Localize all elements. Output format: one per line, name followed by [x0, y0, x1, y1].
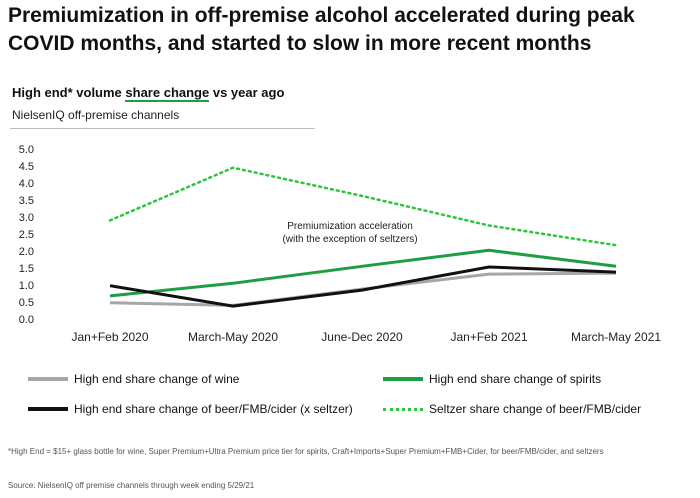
x-axis: Jan+Feb 2020 March-May 2020 June-Dec 2020 J…: [71, 330, 661, 344]
y-tick-label: 2.0: [19, 246, 34, 258]
chart-title: Premiumization in off-premise alcohol ac…: [8, 4, 635, 55]
x-tick-label: March-May 2020: [188, 330, 278, 344]
annotation-line-2: (with the exception of seltzers): [282, 234, 418, 245]
source-note: Source: NielsenIQ off premise channels t…: [8, 481, 255, 490]
legend-item-wine: High end share change of wine: [28, 372, 239, 386]
subtitle-prefix: High end* volume: [12, 85, 126, 100]
legend-swatch-spirits: [383, 377, 423, 381]
y-tick-label: 1.5: [19, 263, 34, 275]
y-tick-label: 0.5: [19, 297, 34, 309]
x-tick-label: June-Dec 2020: [321, 330, 403, 344]
x-tick-label: March-May 2021: [571, 330, 661, 344]
subtitle-highlight: share change: [125, 85, 210, 102]
y-tick-label: 2.5: [19, 229, 34, 241]
x-tick-label: Jan+Feb 2021: [450, 330, 527, 344]
line-chart: 0.0 0.5 1.0 1.5 2.0 2.5 3.0 3.5 4.0 4.5 5.0 Jan+Fe…: [19, 144, 662, 344]
chart-source-channel: NielsenIQ off-premise channels: [12, 108, 180, 122]
x-tick-label: Jan+Feb 2020: [71, 330, 148, 344]
legend-swatch-beer: [28, 407, 68, 411]
legend-swatch-seltzer: [383, 407, 423, 411]
chart-subtitle: High end* volume share change vs year ag…: [12, 85, 285, 102]
series-line-1: [109, 248, 617, 298]
y-axis: 0.0 0.5 1.0 1.5 2.0 2.5 3.0 3.5 4.0 4.5 5.0: [19, 144, 34, 326]
y-tick-label: 3.5: [19, 195, 34, 207]
y-tick-label: 1.0: [19, 280, 34, 292]
legend-label-seltzer: Seltzer share change of beer/FMB/cider: [429, 402, 642, 416]
y-tick-label: 5.0: [19, 144, 34, 156]
chart-annotation: Premiumization acceleration (with the ex…: [265, 220, 435, 246]
annotation-line-1: Premiumization acceleration: [287, 221, 413, 232]
series-line-3: [108, 166, 618, 247]
legend-label-wine: High end share change of wine: [74, 372, 240, 386]
series-line-2: [109, 265, 617, 308]
legend-item-beer: High end share change of beer/FMB/cider …: [28, 402, 353, 416]
legend-label-spirits: High end share change of spirits: [429, 372, 602, 386]
y-tick-label: 4.5: [19, 161, 34, 173]
subtitle-suffix: vs year ago: [209, 85, 285, 100]
legend-item-seltzer: Seltzer share change of beer/FMB/cider: [383, 402, 641, 416]
y-tick-label: 0.0: [19, 314, 34, 326]
series-lines: [108, 166, 618, 308]
subtitle-divider: [10, 128, 315, 129]
legend-item-spirits: High end share change of spirits: [383, 372, 601, 386]
footnote: *High End = $15+ glass bottle for wine, …: [8, 447, 604, 456]
legend-swatch-wine: [28, 377, 68, 381]
legend-label-beer: High end share change of beer/FMB/cider …: [74, 402, 353, 416]
y-tick-label: 3.0: [19, 212, 34, 224]
chart-legend: High end share change of wine High end s…: [28, 372, 688, 418]
y-tick-label: 4.0: [19, 178, 34, 190]
